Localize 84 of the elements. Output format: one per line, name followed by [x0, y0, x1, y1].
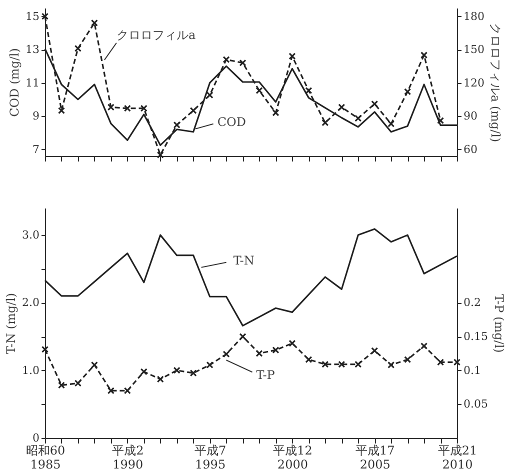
y-tick-label: 3.0	[22, 228, 40, 242]
point	[140, 104, 148, 112]
point	[124, 104, 131, 112]
point	[206, 91, 214, 99]
y-tick-label: 15	[26, 10, 40, 23]
point	[41, 12, 49, 20]
point	[140, 368, 148, 376]
point	[388, 361, 395, 368]
point	[453, 358, 461, 366]
point	[305, 356, 312, 364]
point	[322, 119, 329, 126]
y-axis-title: T-N (mg/l)	[4, 292, 18, 354]
x-tick-label: 昭和60 1985	[26, 444, 66, 471]
point	[388, 120, 395, 128]
x-tick-label: 平成17 2005	[355, 444, 395, 471]
point	[58, 382, 66, 389]
y-tick-label: 11	[26, 76, 40, 90]
point	[74, 380, 82, 387]
y2-tick-label: 60	[464, 142, 478, 156]
point	[256, 87, 263, 94]
x-tick-label: 平成2 1990	[112, 444, 144, 471]
point	[371, 100, 378, 108]
point	[173, 366, 180, 374]
point	[305, 87, 312, 94]
point	[272, 109, 280, 116]
x-tick-label: 平成21 2010	[438, 444, 478, 471]
point	[173, 121, 180, 128]
point	[404, 356, 412, 364]
line-series	[44, 228, 458, 327]
text: T-N	[233, 253, 254, 268]
point	[222, 56, 230, 64]
y2-tick-label: 180	[464, 10, 484, 23]
point	[338, 360, 346, 368]
point	[322, 360, 329, 368]
y2-axis-title: T-P (mg/l)	[492, 294, 506, 353]
y-tick-label: 9	[32, 110, 40, 123]
point	[436, 358, 444, 366]
y-tick-label: 1.0	[22, 364, 40, 377]
y2-axis-title: クロロフィルa (mg/l)	[488, 22, 502, 142]
point	[107, 387, 114, 394]
point	[41, 346, 49, 353]
y2-tick-label: 0.1	[464, 364, 481, 377]
point	[58, 107, 66, 114]
point	[371, 347, 378, 354]
y2-tick-label: 90	[464, 110, 478, 123]
point	[272, 346, 280, 354]
point	[206, 361, 214, 368]
point	[190, 107, 197, 114]
point	[90, 361, 98, 368]
point	[288, 52, 296, 60]
point	[107, 104, 114, 111]
point	[338, 104, 346, 111]
point	[288, 340, 296, 347]
y2-tick-label: 120	[464, 76, 484, 90]
point	[436, 116, 444, 124]
point	[420, 52, 428, 59]
point	[420, 342, 428, 350]
y-tick-label: 0	[32, 432, 40, 444]
point	[256, 350, 263, 357]
point	[124, 387, 131, 394]
series-label: T-P	[256, 368, 275, 382]
y2-tick-label: 0.15	[464, 330, 488, 344]
x-tick-label: 平成7 1995	[194, 444, 226, 471]
point	[156, 376, 164, 383]
point	[354, 360, 362, 368]
point	[239, 332, 246, 340]
point	[74, 44, 82, 52]
point	[354, 114, 362, 122]
point	[404, 88, 412, 96]
y-tick-label: 13	[26, 43, 40, 56]
point	[239, 59, 246, 66]
point	[90, 19, 98, 27]
y-axis-title: COD (mg/l)	[8, 48, 22, 117]
series-label: COD	[217, 114, 246, 129]
y-tick-label: 7	[32, 142, 40, 156]
series-label: クロロフィルa	[116, 28, 196, 42]
y-tick-label: 2.0	[22, 296, 40, 310]
point	[156, 151, 164, 158]
point	[190, 370, 197, 377]
y2-tick-label: 150	[464, 43, 484, 56]
y2-tick-label: 0.05	[464, 398, 488, 411]
x-tick-label: 平成12 2000	[273, 444, 312, 471]
y2-tick-label: 0.2	[464, 296, 481, 310]
point	[222, 350, 230, 358]
